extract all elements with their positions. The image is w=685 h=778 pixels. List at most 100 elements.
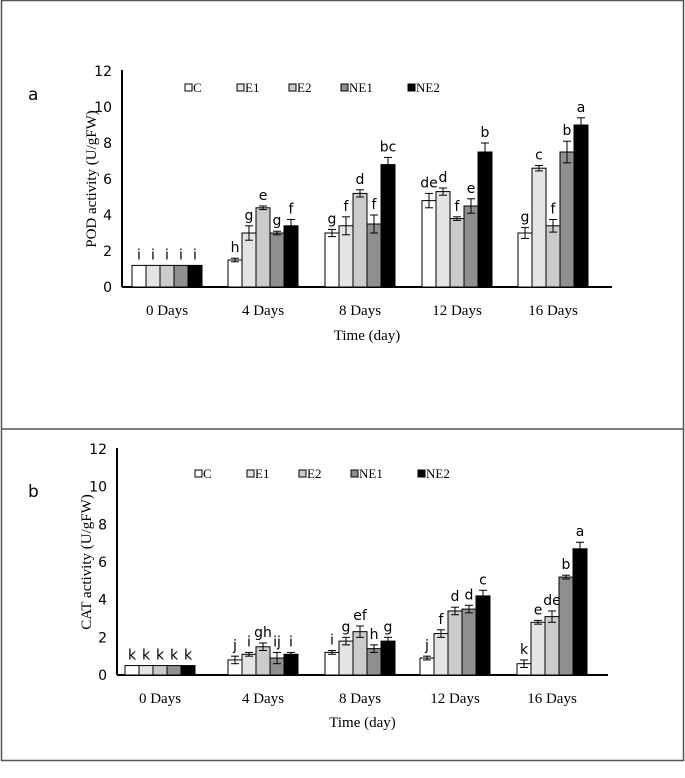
error-bar xyxy=(425,192,433,209)
error-bar xyxy=(245,651,253,657)
error-bar xyxy=(423,655,431,661)
chart-panel-b: b 0 2 4 6 8 10 12 CAT activity (U/gFW) Time (day)… xyxy=(28,442,608,731)
legend-item-E2: E2 xyxy=(288,80,311,95)
significance-letter: i xyxy=(165,247,169,263)
y-tick-label: 8 xyxy=(103,136,112,152)
x-tick-label: 16 Days xyxy=(527,691,577,707)
error-bar xyxy=(465,604,473,614)
significance-letter: g xyxy=(342,619,351,635)
error-bar xyxy=(370,214,378,234)
bar-NE2 xyxy=(573,124,589,288)
bar-C xyxy=(324,232,340,288)
legend-label: NE1 xyxy=(359,466,383,481)
significance-letter: b xyxy=(481,125,490,141)
bar-E2 xyxy=(152,665,168,676)
error-bar xyxy=(356,189,364,198)
bar-NE1 xyxy=(463,205,479,288)
legend-item-NE2: NE2 xyxy=(407,80,440,95)
bar-C xyxy=(324,651,340,676)
bar-E1 xyxy=(433,633,449,676)
legend-swatch xyxy=(340,83,349,92)
legend-swatch xyxy=(417,469,426,478)
error-bar xyxy=(479,589,487,603)
error-bar xyxy=(342,216,350,236)
significance-letter: f xyxy=(289,202,295,218)
error-bar xyxy=(370,644,378,653)
x-tick-label: 0 Days xyxy=(139,691,181,707)
error-bar xyxy=(451,606,459,616)
legend-swatch xyxy=(288,83,297,92)
bar-E1 xyxy=(241,232,257,288)
error-bar xyxy=(245,225,253,241)
legend-item-C: C xyxy=(194,466,212,481)
significance-letter: de xyxy=(420,175,438,191)
significance-letter: g xyxy=(328,211,337,227)
error-bar xyxy=(563,140,571,164)
y-tick-label: 6 xyxy=(98,555,107,571)
error-bar xyxy=(384,636,392,646)
error-bar xyxy=(576,541,584,556)
significance-letter: i xyxy=(151,247,155,263)
significance-letter: a xyxy=(576,524,585,540)
y-tick-label: 10 xyxy=(89,480,107,496)
significance-letter: g xyxy=(273,213,282,229)
y-tick-label: 2 xyxy=(103,244,112,260)
y-axis-title: POD activity (U/gFW) xyxy=(84,110,100,247)
bar-NE1 xyxy=(166,665,182,676)
significance-letter: i xyxy=(330,633,334,649)
bar-NE2 xyxy=(283,225,299,288)
significance-letter: ij xyxy=(273,634,281,650)
bar-E1 xyxy=(145,264,161,288)
y-tick-label: 6 xyxy=(103,172,112,188)
bar-NE2 xyxy=(477,151,493,288)
error-bar xyxy=(287,219,295,233)
error-bar xyxy=(259,205,267,211)
significance-letter: ef xyxy=(353,608,368,624)
significance-letter: j xyxy=(232,638,237,654)
legend-swatch xyxy=(407,83,416,92)
bar-E2 xyxy=(159,264,175,288)
significance-letter: gh xyxy=(254,625,272,641)
x-axis-title: Time (day) xyxy=(329,715,396,731)
significance-letter: g xyxy=(245,208,254,224)
bar-C xyxy=(419,657,435,676)
significance-letter: e xyxy=(259,188,268,204)
bar-C xyxy=(124,665,140,676)
significance-letter: i xyxy=(193,247,197,263)
bar-E1 xyxy=(338,640,354,676)
bar-NE2 xyxy=(283,653,299,676)
legend-label: E1 xyxy=(245,80,259,95)
legend-item-NE1: NE1 xyxy=(350,466,383,481)
y-tick-label: 8 xyxy=(98,517,107,533)
bar-E2 xyxy=(352,192,368,288)
significance-letter: d xyxy=(451,589,460,605)
error-bar xyxy=(521,227,529,239)
bar-NE1 xyxy=(461,608,477,676)
error-bar xyxy=(481,142,489,162)
significance-letter: f xyxy=(455,199,461,215)
significance-letter: d xyxy=(439,170,448,186)
x-tick-label: 0 Days xyxy=(146,303,188,319)
bar-E1 xyxy=(241,653,257,676)
significance-letter: a xyxy=(577,100,586,116)
error-bar xyxy=(437,629,445,638)
y-tick-label: 12 xyxy=(89,442,107,458)
bar-NE2 xyxy=(475,595,491,676)
bar-E2 xyxy=(544,616,560,676)
bar-NE1 xyxy=(269,232,285,288)
legend-label: C xyxy=(203,466,212,481)
significance-letter: d xyxy=(465,587,474,603)
error-bar xyxy=(328,228,336,238)
significance-letter: g xyxy=(384,619,393,635)
bar-NE1 xyxy=(173,264,189,288)
significance-letter: i xyxy=(137,247,141,263)
significance-letter: f xyxy=(439,612,445,628)
bar-NE2 xyxy=(380,164,396,288)
y-tick-label: 10 xyxy=(94,100,112,116)
y-tick-label: 4 xyxy=(103,208,112,224)
significance-letter: bc xyxy=(380,139,397,155)
legend-label: C xyxy=(193,80,202,95)
legend-swatch xyxy=(246,469,255,478)
legend-item-E2: E2 xyxy=(298,466,321,481)
error-bar xyxy=(562,574,570,580)
